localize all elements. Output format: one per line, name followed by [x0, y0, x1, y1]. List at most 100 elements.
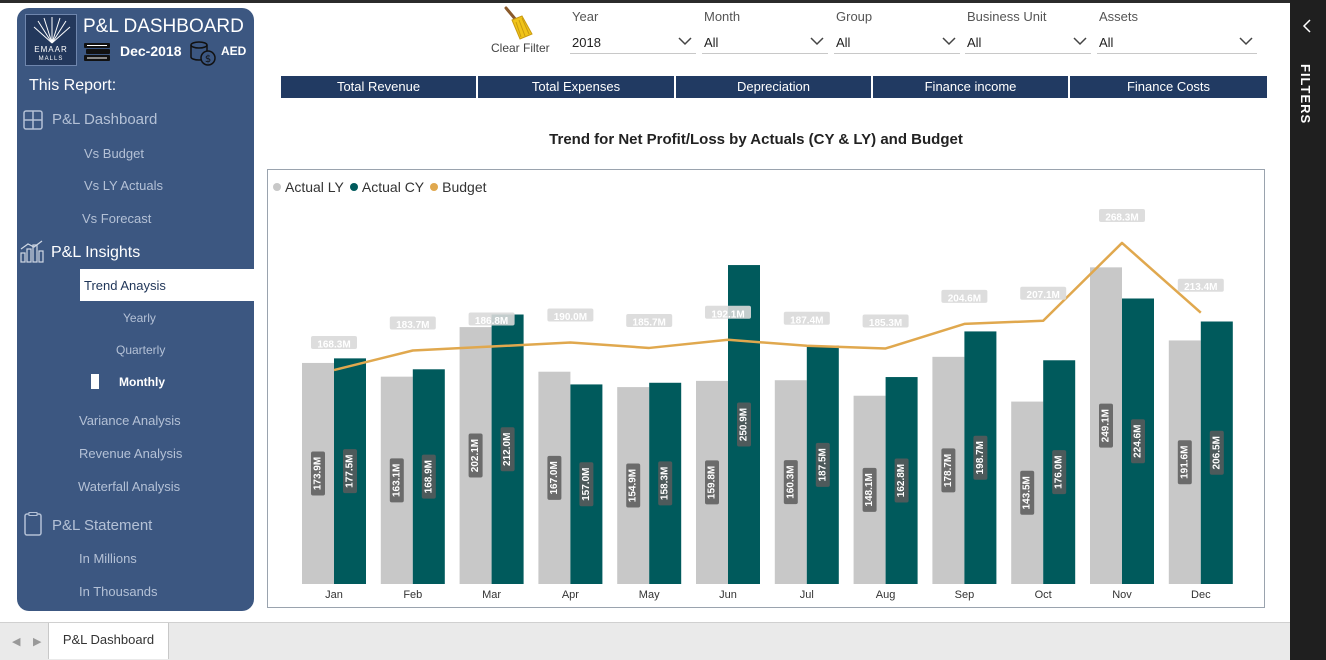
chevron-down-icon	[810, 37, 824, 46]
nav-vs-ly-actuals[interactable]: Vs LY Actuals	[84, 178, 164, 193]
x-tick-label: Feb	[403, 589, 422, 601]
slicer-business-unit-value: All	[967, 35, 982, 50]
data-label-budget: 192.1M	[711, 309, 744, 320]
nav-monthly[interactable]: Monthly	[119, 375, 165, 389]
data-label-actual-cy-bg	[1131, 419, 1145, 464]
filters-pane[interactable]: FILTERS	[1290, 0, 1326, 660]
data-label-actual-cy-bg	[815, 442, 830, 487]
data-label-actual-ly: 202.1M	[470, 439, 481, 472]
active-item-highlight	[80, 269, 254, 301]
nav-revenue-analysis[interactable]: Revenue Analysis	[79, 446, 183, 461]
page-tabs-bar: ◀ ▶ P&L Dashboard	[0, 622, 1290, 660]
tab-depreciation[interactable]: Depreciation	[676, 76, 871, 98]
data-label-actual-cy-bg	[737, 402, 751, 447]
nav-variance-analysis[interactable]: Variance Analysis	[79, 413, 181, 428]
x-tick-label: Jun	[719, 589, 737, 601]
data-label-actual-cy: 162.8M	[896, 464, 907, 497]
data-label-actual-ly: 159.8M	[707, 466, 718, 499]
data-label-actual-ly-bg	[783, 460, 798, 505]
slicer-business-unit[interactable]: All	[965, 30, 1091, 54]
x-tick-label: Oct	[1035, 589, 1052, 601]
nav-pl-dashboard[interactable]: P&L Dashboard	[52, 111, 158, 128]
nav-yearly[interactable]: Yearly	[123, 311, 156, 325]
x-tick-label: Mar	[482, 589, 501, 601]
nav-pl-insights[interactable]: P&L Insights	[51, 244, 141, 261]
data-label-budget-bg	[1020, 286, 1067, 300]
clear-filter-button[interactable]: Clear Filter	[491, 41, 550, 55]
slicer-month[interactable]: All	[702, 30, 828, 54]
chart-legend: Actual LY Actual CY Budget	[273, 179, 487, 195]
line-budget	[333, 241, 1202, 372]
data-label-actual-ly: 143.5M	[1022, 476, 1033, 509]
nav-in-thousands[interactable]: In Thousands	[79, 584, 158, 599]
next-page-icon[interactable]: ▶	[33, 636, 42, 648]
data-label-actual-ly: 191.6M	[1179, 446, 1190, 479]
slicer-assets[interactable]: All	[1097, 30, 1257, 54]
x-tick-label: Aug	[876, 589, 896, 601]
nav-vs-forecast[interactable]: Vs Forecast	[82, 211, 152, 226]
prev-page-icon[interactable]: ◀	[12, 636, 21, 648]
tab-finance-costs[interactable]: Finance Costs	[1070, 76, 1267, 98]
legend-item-budget[interactable]: Budget	[430, 179, 487, 195]
nav-pl-statement[interactable]: P&L Statement	[52, 517, 153, 534]
data-label-budget: 213.4M	[1184, 282, 1217, 293]
x-tick-label: Jul	[800, 589, 814, 601]
data-label-actual-cy-bg	[894, 458, 909, 503]
data-label-actual-cy: 198.7M	[975, 441, 986, 474]
chevron-left-icon[interactable]	[1302, 18, 1312, 34]
books-icon	[84, 43, 110, 61]
data-label-budget-bg	[783, 311, 830, 325]
currency-label: AED	[221, 44, 247, 58]
slicer-assets-value: All	[1099, 35, 1114, 50]
x-tick-label: Jan	[325, 589, 343, 601]
data-label-actual-ly-bg	[311, 451, 325, 496]
legend-item-actual-ly[interactable]: Actual LY	[273, 179, 344, 195]
tab-finance-income[interactable]: Finance income	[873, 76, 1068, 98]
data-label-budget-bg	[626, 313, 673, 327]
slicer-group[interactable]: All	[834, 30, 960, 54]
data-label-actual-ly-bg	[1177, 440, 1192, 485]
legend-item-actual-cy[interactable]: Actual CY	[349, 179, 424, 195]
x-tick-label: Sep	[955, 589, 975, 601]
data-label-actual-ly-bg	[705, 460, 719, 505]
nav-trend-analysis[interactable]: Trend Anaysis	[84, 278, 166, 293]
data-label-budget-bg	[705, 305, 751, 319]
data-label-actual-cy-bg	[579, 462, 594, 507]
nav-waterfall-analysis[interactable]: Waterfall Analysis	[78, 479, 181, 494]
tab-total-expenses[interactable]: Total Expenses	[478, 76, 674, 98]
x-tick-label: Nov	[1112, 589, 1132, 601]
data-label-actual-cy: 212.0M	[502, 433, 513, 466]
data-label-actual-ly-bg	[547, 455, 562, 500]
slicer-year-value: 2018	[572, 35, 601, 50]
app-title: P&L DASHBOARD	[83, 16, 244, 37]
data-label-budget: 187.4M	[790, 315, 823, 326]
broom-icon[interactable]	[502, 6, 534, 40]
data-label-actual-cy-bg	[658, 461, 673, 506]
data-label-budget: 186.8M	[475, 316, 508, 327]
slicer-month-value: All	[704, 35, 719, 50]
data-label-actual-cy: 157.0M	[581, 468, 592, 501]
chevron-down-icon	[1239, 37, 1253, 46]
nav-in-millions[interactable]: In Millions	[79, 551, 137, 566]
filters-label: FILTERS	[1298, 64, 1313, 125]
data-label-actual-ly-bg	[389, 458, 404, 503]
data-label-actual-cy-bg	[1209, 430, 1224, 475]
selected-marker	[91, 374, 99, 389]
page-tab-pl-dashboard[interactable]: P&L Dashboard	[48, 623, 169, 659]
nav-vs-budget[interactable]: Vs Budget	[84, 146, 144, 161]
tab-total-revenue[interactable]: Total Revenue	[281, 76, 476, 98]
nav-quarterly[interactable]: Quarterly	[116, 343, 166, 357]
data-label-budget: 207.1M	[1027, 290, 1060, 301]
data-label-budget-bg	[468, 312, 515, 326]
slicer-month-label: Month	[704, 9, 741, 24]
report-period: Dec-2018	[120, 43, 182, 59]
data-label-budget-bg	[311, 336, 357, 350]
slicer-year[interactable]: 2018	[570, 30, 696, 54]
data-label-budget-bg	[389, 316, 436, 330]
grid-icon	[23, 110, 43, 130]
data-label-budget: 185.7M	[633, 317, 666, 328]
svg-text:$: $	[205, 54, 211, 65]
chevron-down-icon	[678, 37, 692, 46]
data-label-actual-ly-bg	[862, 467, 877, 512]
data-label-actual-ly: 148.1M	[864, 473, 875, 506]
